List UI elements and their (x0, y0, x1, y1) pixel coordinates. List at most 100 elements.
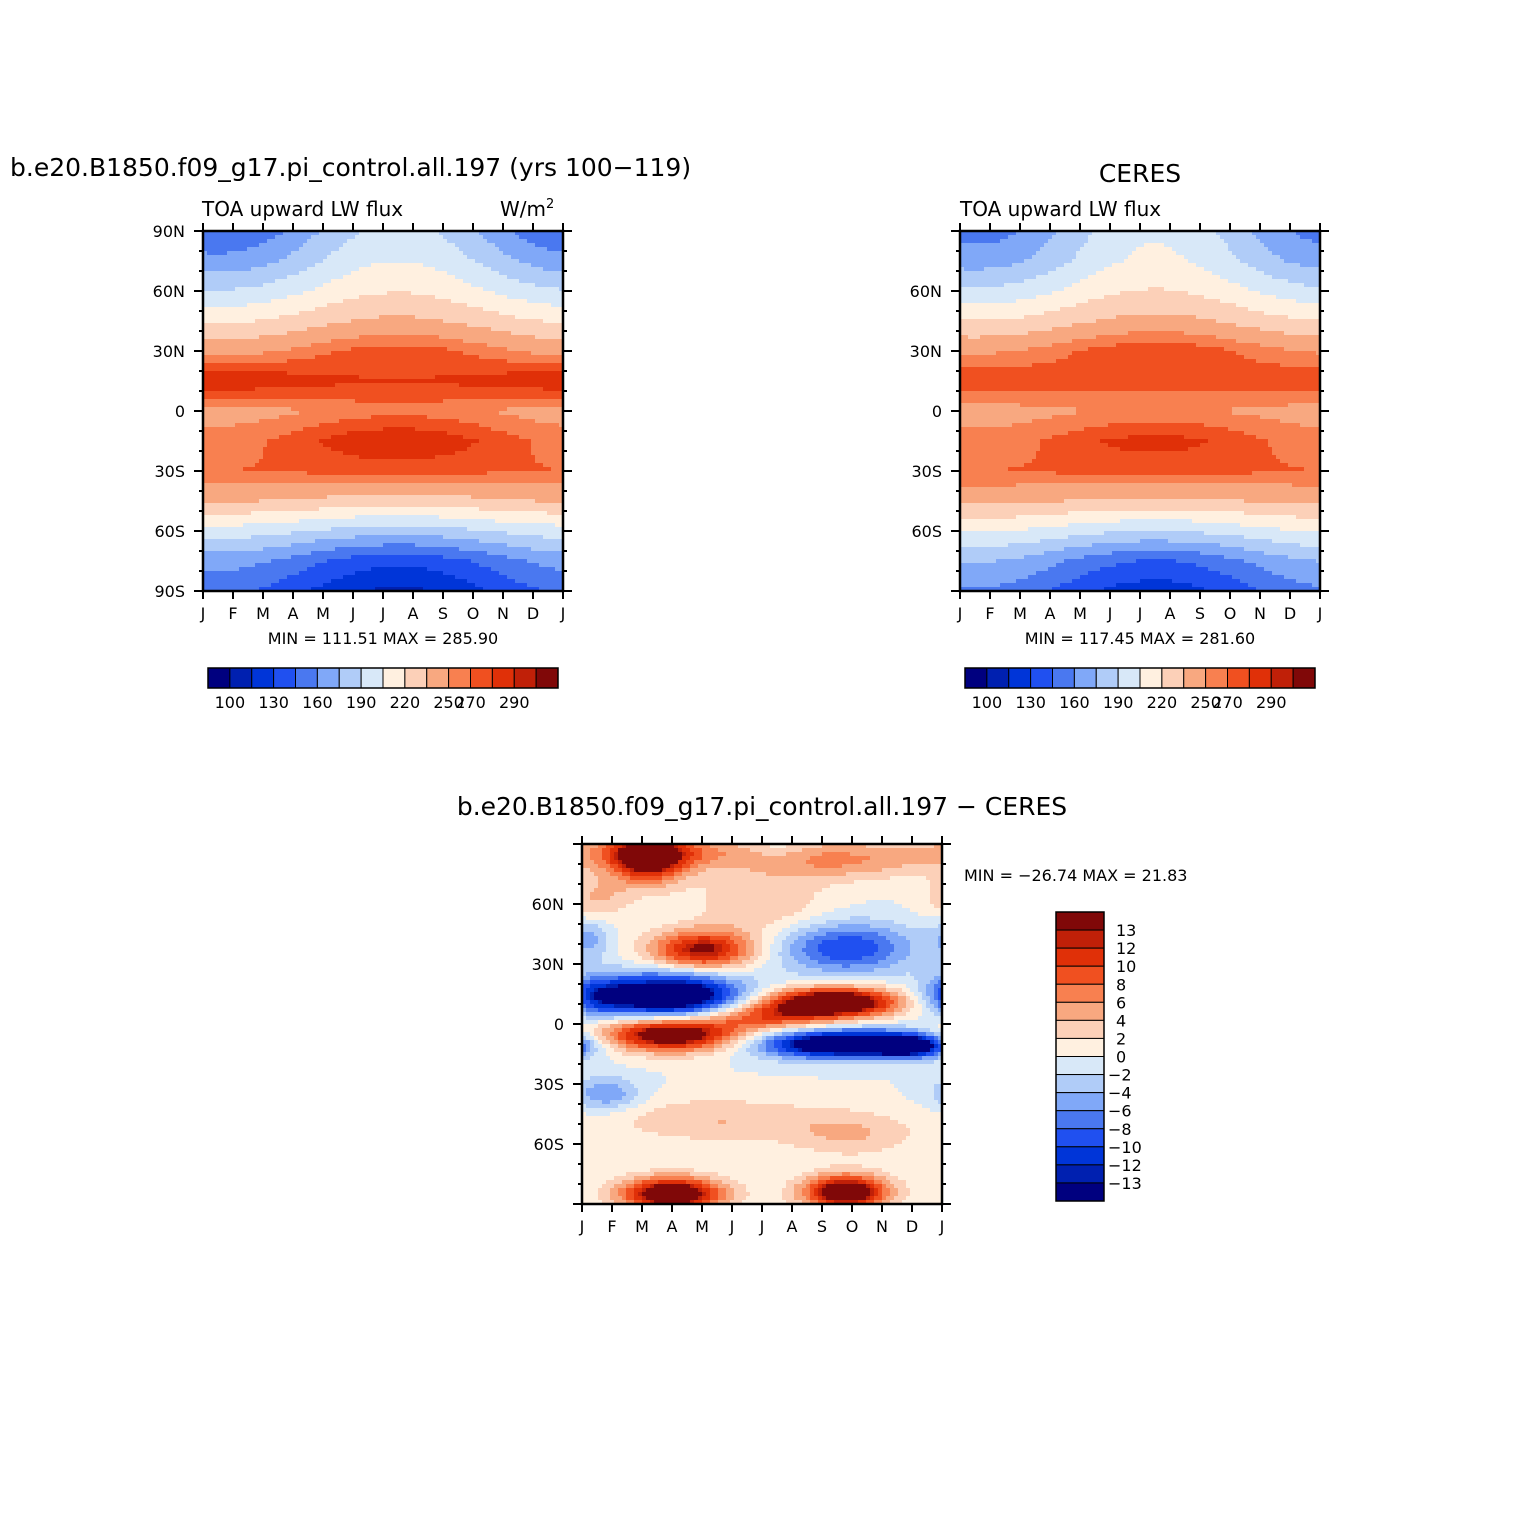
heatmap-cell (531, 299, 536, 304)
heatmap-cell (283, 267, 288, 272)
heatmap-cell (283, 391, 288, 396)
heatmap-cell (327, 355, 332, 360)
heatmap-cell (399, 259, 404, 264)
heatmap-cell (203, 315, 208, 320)
heatmap-cell (431, 299, 436, 304)
heatmap-cell (403, 439, 408, 444)
heatmap-cell (207, 235, 212, 240)
heatmap-cell (319, 375, 324, 380)
heatmap-cell (495, 323, 500, 328)
heatmap-cell (351, 387, 356, 392)
heatmap-cell (355, 443, 360, 448)
heatmap-cell (519, 443, 524, 448)
heatmap-cell (371, 355, 376, 360)
heatmap-cell (523, 419, 528, 424)
heatmap-cell (415, 243, 420, 248)
heatmap-cell (335, 343, 340, 348)
heatmap-cell (339, 343, 344, 348)
heatmap-cell (479, 375, 484, 380)
heatmap-cell (451, 271, 456, 276)
heatmap-cell (463, 255, 468, 260)
heatmap-cell (239, 443, 244, 448)
heatmap-cell (327, 263, 332, 268)
heatmap-cell (423, 275, 428, 280)
heatmap-cell (223, 439, 228, 444)
heatmap-cell (307, 431, 312, 436)
heatmap-cell (419, 247, 424, 252)
heatmap-cell (327, 303, 332, 308)
heatmap-cell (335, 287, 340, 292)
heatmap-cell (315, 431, 320, 436)
heatmap-cell (479, 423, 484, 428)
heatmap-cell (407, 283, 412, 288)
heatmap-cell (371, 427, 376, 432)
heatmap-cell (283, 243, 288, 248)
heatmap-cell (447, 399, 452, 404)
heatmap-cell (463, 347, 468, 352)
heatmap-cell (255, 255, 260, 260)
heatmap-cell (535, 247, 540, 252)
heatmap-cell (455, 343, 460, 348)
heatmap-cell (459, 279, 464, 284)
heatmap-cell (255, 247, 260, 252)
heatmap-cell (347, 247, 352, 252)
heatmap-cell (331, 303, 336, 308)
heatmap-cell (303, 431, 308, 436)
heatmap-cell (323, 319, 328, 324)
heatmap-cell (547, 307, 552, 312)
heatmap-cell (227, 235, 232, 240)
heatmap-cell (507, 363, 512, 368)
heatmap-cell (263, 367, 268, 372)
heatmap-cell (331, 347, 336, 352)
heatmap-cell (215, 351, 220, 356)
heatmap-cell (427, 431, 432, 436)
heatmap-cell (527, 231, 532, 236)
heatmap-cell (407, 411, 412, 416)
heatmap-cell (383, 303, 388, 308)
heatmap-cell (251, 231, 256, 236)
heatmap-cell (499, 303, 504, 308)
heatmap-cell (323, 371, 328, 376)
heatmap-cell (343, 287, 348, 292)
heatmap-cell (455, 367, 460, 372)
heatmap-cell (323, 363, 328, 368)
heatmap-cell (259, 263, 264, 268)
heatmap-cell (559, 363, 564, 368)
heatmap-cell (427, 311, 432, 316)
heatmap-cell (303, 247, 308, 252)
heatmap-cell (363, 335, 368, 340)
heatmap-cell (251, 331, 256, 336)
heatmap-cell (291, 331, 296, 336)
heatmap-cell (275, 267, 280, 272)
heatmap-cell (203, 363, 208, 368)
heatmap-cell (307, 283, 312, 288)
heatmap-cell (475, 251, 480, 256)
heatmap-cell (419, 347, 424, 352)
heatmap-cell (215, 447, 220, 452)
heatmap-cell (267, 311, 272, 316)
heatmap-cell (555, 415, 560, 420)
heatmap-cell (527, 335, 532, 340)
heatmap-cell (203, 299, 208, 304)
heatmap-cell (315, 355, 320, 360)
heatmap-cell (347, 299, 352, 304)
heatmap-cell (415, 331, 420, 336)
heatmap-cell (487, 335, 492, 340)
heatmap-cell (367, 443, 372, 448)
heatmap-cell (431, 323, 436, 328)
heatmap-cell (403, 419, 408, 424)
heatmap-cell (319, 247, 324, 252)
heatmap-cell (447, 403, 452, 408)
heatmap-cell (203, 287, 208, 292)
heatmap-cell (251, 427, 256, 432)
heatmap-cell (431, 395, 436, 400)
heatmap-cell (323, 391, 328, 396)
heatmap-cell (259, 443, 264, 448)
heatmap-cell (527, 263, 532, 268)
heatmap-cell (255, 403, 260, 408)
heatmap-cell (287, 311, 292, 316)
heatmap-cell (491, 283, 496, 288)
heatmap-cell (279, 315, 284, 320)
heatmap-cell (255, 323, 260, 328)
heatmap-cell (479, 283, 484, 288)
